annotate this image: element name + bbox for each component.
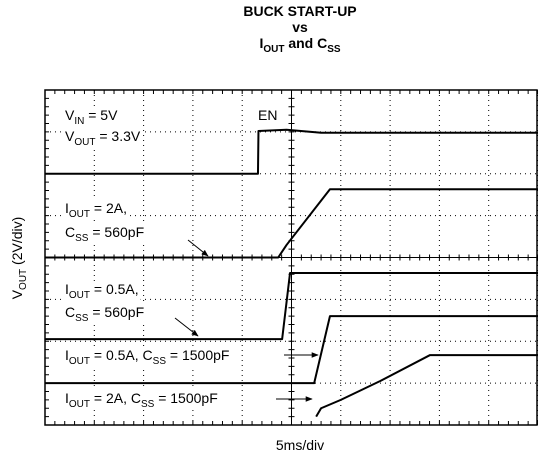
annotation: VIN = 5V bbox=[65, 107, 118, 127]
subscript: SS bbox=[75, 233, 89, 244]
text-part: I bbox=[259, 35, 263, 51]
text-part: = 560pF bbox=[88, 304, 144, 320]
trace bbox=[45, 271, 538, 341]
arrow bbox=[174, 317, 199, 337]
annotation: VOUT = 3.3V bbox=[65, 128, 141, 148]
annotation: IOUT = 0.5A, CSS = 1500pF bbox=[65, 347, 229, 367]
subscript: OUT bbox=[263, 44, 284, 55]
subscript: OUT bbox=[18, 269, 29, 290]
text-part: = 2A, C bbox=[90, 390, 141, 406]
text-part: C bbox=[65, 304, 75, 320]
text-part: V bbox=[9, 289, 25, 299]
text-part: I bbox=[65, 281, 69, 297]
annotation-bg bbox=[63, 128, 143, 148]
y-axis-label: VOUT (2V/div) bbox=[9, 217, 29, 300]
text-part: = 3.3V bbox=[95, 128, 140, 144]
annotation: CSS = 560pF bbox=[65, 224, 144, 244]
subscript: IN bbox=[74, 116, 84, 127]
text-part: vs bbox=[292, 19, 308, 35]
trace bbox=[45, 188, 538, 259]
text-part: V bbox=[65, 107, 75, 123]
annotation: IOUT = 0.5A, bbox=[65, 281, 139, 301]
trace bbox=[45, 315, 538, 385]
subscript: OUT bbox=[69, 209, 90, 220]
text-part: = 0.5A, C bbox=[90, 347, 153, 363]
text-part: = 1500pF bbox=[166, 347, 229, 363]
annotation-bg bbox=[63, 224, 147, 244]
trace bbox=[315, 354, 538, 418]
traces bbox=[45, 128, 538, 418]
annotation-bg bbox=[63, 200, 129, 220]
chart-title: IOUT and CSS bbox=[259, 35, 340, 55]
text-part: I bbox=[65, 390, 69, 406]
text-part: = 560pF bbox=[88, 224, 144, 240]
subscript: SS bbox=[327, 44, 341, 55]
subscript: OUT bbox=[69, 399, 90, 410]
subscript: OUT bbox=[69, 290, 90, 301]
chart-title: vs bbox=[292, 19, 308, 35]
subscript: SS bbox=[75, 313, 89, 324]
chart-title: BUCK START-UP bbox=[243, 3, 356, 19]
annotation-bg bbox=[256, 107, 280, 123]
arrows bbox=[174, 239, 319, 402]
text-part: I bbox=[65, 200, 69, 216]
subscript: SS bbox=[153, 356, 167, 367]
annotation: IOUT = 2A, bbox=[65, 200, 127, 220]
subscript: OUT bbox=[74, 137, 95, 148]
text-part: BUCK START-UP bbox=[243, 3, 356, 19]
text-part: = 2A, bbox=[90, 200, 127, 216]
text-part: = 0.5A, bbox=[90, 281, 139, 297]
text-part: V bbox=[65, 128, 75, 144]
x-axis-label: 5ms/div bbox=[276, 437, 324, 453]
text-part: (2V/div) bbox=[9, 217, 25, 269]
text-part: EN bbox=[258, 107, 277, 123]
text-part: and C bbox=[284, 35, 327, 51]
annotation-bg bbox=[63, 347, 232, 367]
annotation-bg bbox=[63, 304, 147, 324]
text-part: = 5V bbox=[84, 107, 118, 123]
trace bbox=[45, 128, 538, 175]
text-part: I bbox=[65, 347, 69, 363]
annotation-bg bbox=[63, 107, 121, 127]
annotation-bg bbox=[63, 281, 141, 301]
text-part: = 1500pF bbox=[154, 390, 217, 406]
arrow bbox=[187, 239, 209, 257]
subscript: SS bbox=[141, 399, 155, 410]
annotation: CSS = 560pF bbox=[65, 304, 144, 324]
annotation: EN bbox=[258, 107, 277, 123]
annotation-bg bbox=[63, 390, 220, 410]
annotation: IOUT = 2A, CSS = 1500pF bbox=[65, 390, 218, 410]
subscript: OUT bbox=[69, 356, 90, 367]
text-part: C bbox=[65, 224, 75, 240]
